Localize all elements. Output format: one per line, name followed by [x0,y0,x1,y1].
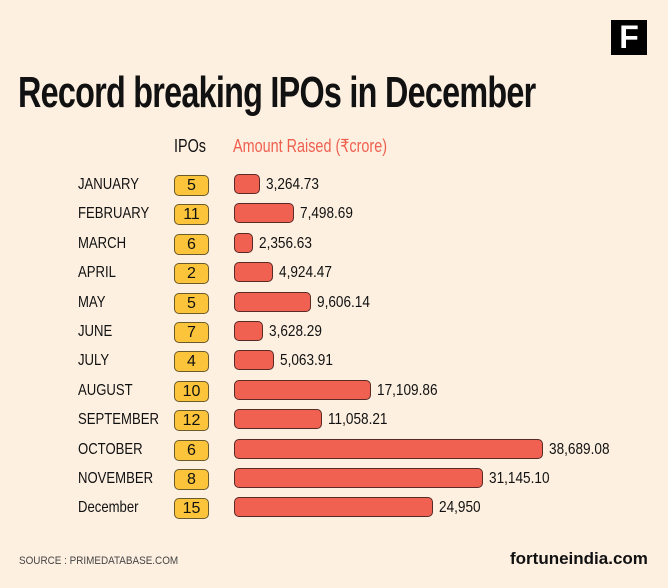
amount-bar [234,291,311,312]
bar-row: FEBRUARY 11 7,498.69 [0,203,668,227]
bar-row: JUNE 7 3,628.29 [0,321,668,345]
source-note: SOURCE : PRIMEDATABASE.COM [19,555,179,567]
bar-row: JANUARY 5 3,264.73 [0,174,668,198]
ipo-count-badge: 2 [174,263,209,285]
ipo-count-badge: 12 [174,410,209,432]
amount-bar [234,232,253,253]
amount-value-label: 3,628.29 [268,323,322,340]
ipo-count-badge: 15 [174,498,209,520]
ipo-count-badge: 10 [174,380,209,402]
bar-row: JULY 4 5,063.91 [0,350,668,374]
chart-title: Record breaking IPOs in December [18,68,536,117]
month-label: JANUARY [78,176,140,193]
month-label: AUGUST [78,381,133,399]
amount-value-label: 38,689.08 [549,440,610,458]
amount-bar [234,262,274,283]
amount-bar [234,321,263,341]
amount-bar [234,497,434,518]
amount-bar [234,468,483,488]
amount-value-label: 11,058.21 [328,411,388,429]
amount-bar [234,409,323,430]
bar-row: AUGUST 10 17,109.86 [0,379,668,404]
bar-row: NOVEMBER 8 31,145.10 [0,468,668,492]
amount-bar [234,438,543,459]
month-label: OCTOBER [78,440,143,458]
amount-value-label: 31,145.10 [488,470,550,487]
ipo-count-badge: 5 [174,292,209,314]
ipo-count-badge: 6 [174,439,209,461]
amount-bar [234,350,275,371]
amount-value-label: 2,356.63 [258,234,312,252]
amount-value-label: 24,950 [439,499,481,517]
month-label: FEBRUARY [78,205,150,223]
month-label: December [78,499,139,517]
amount-value-label: 4,924.47 [279,264,333,282]
bar-row: MARCH 6 2,356.63 [0,232,668,257]
ipo-count-badge: 6 [174,233,209,255]
bar-row: MAY 5 9,606.14 [0,291,668,316]
amount-bar [234,379,371,400]
month-label: MARCH [78,234,127,252]
bar-row: OCTOBER 6 38,689.08 [0,438,668,463]
amount-column-header: Amount Raised (₹crore) [233,136,388,156]
site-name: fortuneindia.com [510,549,648,568]
amount-value-label: 17,109.86 [376,381,438,399]
ipos-column-header: IPOs [174,136,207,156]
amount-bar [234,203,294,224]
ipo-count-badge: 4 [174,351,209,373]
amount-bar [234,174,261,194]
month-label: NOVEMBER [78,470,154,487]
month-label: SEPTEMBER [78,411,159,429]
ipo-count-badge: 5 [174,175,209,196]
amount-value-label: 7,498.69 [299,205,353,223]
ipo-count-badge: 8 [174,469,209,490]
month-label: JUNE [78,323,113,340]
month-label: APRIL [78,264,116,282]
amount-value-label: 3,264.73 [266,176,320,193]
ipo-count-badge: 11 [174,204,209,226]
month-label: JULY [78,352,110,370]
bar-row: APRIL 2 4,924.47 [0,262,668,286]
ipo-count-badge: 7 [174,322,209,343]
fortune-logo: F [611,20,647,55]
month-label: MAY [78,293,106,311]
bar-row: SEPTEMBER 12 11,058.21 [0,409,668,433]
bar-row: December 15 24,950 [0,497,668,521]
amount-value-label: 9,606.14 [316,293,370,311]
amount-value-label: 5,063.91 [280,352,334,370]
